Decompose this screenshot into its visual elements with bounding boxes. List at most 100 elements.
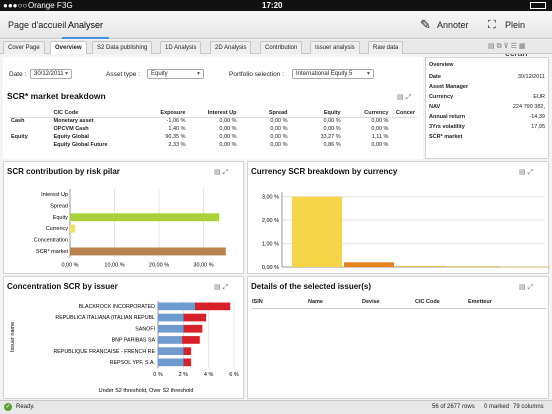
fullscreen-icon: ⛶ <box>488 19 496 31</box>
asset-type-label: Asset type : <box>106 71 140 78</box>
bar[interactable] <box>70 213 220 222</box>
x-tick-label: 6 % <box>229 372 239 378</box>
bar-over-threshold[interactable] <box>183 313 207 322</box>
bar-over-threshold[interactable] <box>183 358 191 367</box>
overview-value: 224 790 382, <box>512 104 545 110</box>
bar-under-threshold[interactable] <box>158 313 184 322</box>
column-header[interactable]: Name <box>308 299 323 305</box>
expand-icon[interactable]: ⤢ <box>222 169 229 176</box>
column-header[interactable]: Equity <box>289 109 343 118</box>
table-cell: 0,00 % <box>371 142 389 148</box>
tab-analyser[interactable]: Analyser <box>62 11 110 39</box>
bar[interactable] <box>70 224 75 233</box>
bar-under-threshold[interactable] <box>158 336 183 344</box>
bar[interactable] <box>396 265 446 267</box>
menu-icon[interactable]: ▤ <box>214 284 221 291</box>
menu-icon[interactable]: ▤ <box>214 169 221 176</box>
expand-icon[interactable]: ⤢ <box>405 94 412 101</box>
tab-overview[interactable]: Overview <box>50 41 87 54</box>
menu-icon[interactable]: ▤ <box>519 284 526 291</box>
portfolio-select[interactable]: International Equity 5 ▼ <box>292 69 374 79</box>
date-select[interactable]: 30/12/2011 ▼ <box>30 69 72 79</box>
table-cell: 1,11 % <box>371 134 389 140</box>
tab-issuer-analysis[interactable]: Issuer analysis <box>310 41 360 54</box>
risk-pilar-panel: SCR contribution by risk pilar ▤ ⤢ 0,00 … <box>3 161 244 274</box>
column-header[interactable]: Emetteur <box>468 299 492 305</box>
table-cell: 0,00 % <box>371 126 389 132</box>
tab-s2-data-publishing[interactable]: S2 Data publishing <box>92 41 153 54</box>
bar[interactable] <box>448 266 498 268</box>
column-header[interactable]: CIC Code <box>51 109 137 118</box>
copy-icon[interactable]: ⧉ <box>496 43 502 50</box>
tab-raw-data[interactable]: Raw data <box>368 41 404 54</box>
bar[interactable] <box>344 262 394 267</box>
column-header[interactable]: Interest Up <box>187 109 239 118</box>
bar-under-threshold[interactable] <box>158 324 184 333</box>
portfolio-label: Portfolio selection : <box>229 71 284 78</box>
portfolio-value: International Equity 5 <box>296 71 353 77</box>
column-header[interactable]: Devise <box>362 299 380 305</box>
device-status-bar: ●●●○○ Orange F 3G 17:20 <box>0 0 552 11</box>
column-header[interactable]: Exposure <box>136 109 188 118</box>
asset-type-select[interactable]: Equity ▼ <box>147 69 204 79</box>
bar[interactable] <box>70 247 226 256</box>
overview-panel: Overview Date 30/12/2011 Asset Manager Curr… <box>425 57 549 159</box>
x-tick-label: 20,00 % <box>149 262 169 268</box>
menu-icon[interactable]: ▤ <box>397 94 404 101</box>
details-panel: Details of the selected issuer(s) ▤ ⤢ IS… <box>247 276 549 399</box>
table-cell: 0,00 % <box>219 134 237 140</box>
table-cell: 0,00 % <box>371 118 389 125</box>
menu-icon[interactable]: ▤ <box>519 169 526 176</box>
bar-over-threshold[interactable] <box>183 324 203 333</box>
tab-cover-page[interactable]: Cover Page <box>3 41 45 54</box>
table-row[interactable]: Cash Monetary asset -1,06 % 0,00 % 0,00 % 0,0… <box>9 117 417 125</box>
column-header[interactable]: Currency <box>342 109 391 118</box>
bar-under-threshold[interactable] <box>158 302 195 311</box>
bar-under-threshold[interactable] <box>158 358 184 367</box>
currency-svg: 0,00 % 1,00 % 2,00 % 3,00 % <box>262 192 550 271</box>
list-icon[interactable]: ☰ <box>510 43 517 50</box>
bar-over-threshold[interactable] <box>182 336 200 344</box>
network-type: 3G <box>62 1 73 10</box>
column-header[interactable]: ISIN <box>252 299 263 305</box>
bar[interactable] <box>292 196 342 267</box>
bar-over-threshold[interactable] <box>194 302 231 311</box>
tab-home[interactable]: Page d'accueil <box>8 20 67 30</box>
bookmark-icon[interactable]: ▤ <box>488 43 495 50</box>
x-tick-label: 4 % <box>204 372 214 378</box>
expand-icon[interactable]: ⤢ <box>222 284 229 291</box>
bar-under-threshold[interactable] <box>158 347 184 355</box>
table-row[interactable]: Equity Equity Global 90,35 % 0,00 % 0,00 % 33… <box>9 133 417 141</box>
chevron-down-icon: ▼ <box>64 71 69 77</box>
expand-icon[interactable]: ⤢ <box>527 169 534 176</box>
battery-icon <box>530 2 546 9</box>
asset-type-value: Equity <box>151 71 168 77</box>
filter-icon[interactable]: ⊽ <box>503 43 509 50</box>
table-row[interactable]: OPCVM Cash 1,40 % 0,00 % 0,00 % 0,00 % 0,00 % <box>9 125 417 133</box>
grid-icon[interactable]: ▦ <box>518 43 526 50</box>
table-cell: 0,00 % <box>270 118 288 125</box>
x-tick-label: 2 % <box>179 372 189 378</box>
chevron-down-icon: ▼ <box>196 71 201 77</box>
panel-tools: ▤ ⤢ <box>519 283 533 292</box>
bar-over-threshold[interactable] <box>183 347 191 355</box>
column-header[interactable] <box>9 109 52 118</box>
table-cell <box>390 141 417 149</box>
column-header[interactable]: Concer <box>390 109 417 118</box>
annotate-button[interactable]: ✎ Annoter <box>420 11 480 39</box>
risk-pilar-svg: 0,00 % 10,00 % 20,00 % 30,00 % Interest Up Sp… <box>34 189 226 268</box>
table-row[interactable]: Equity Global Future 2,33 % 0,00 % 0,00 % 0,… <box>9 141 417 149</box>
tab-contribution[interactable]: Contribution <box>260 41 303 54</box>
table-cell: 0,86 % <box>323 142 341 148</box>
date-value: 30/12/2011 <box>34 71 64 77</box>
tab-2d-analysis[interactable]: 2D Analysis <box>210 41 252 54</box>
fullscreen-button[interactable]: ⛶ Plein écran <box>488 11 550 58</box>
bar[interactable] <box>500 266 550 268</box>
table-cell: 0,00 % <box>219 126 237 132</box>
column-header[interactable]: Spread <box>238 109 290 118</box>
column-header[interactable]: CIC Code <box>415 299 440 305</box>
tab-1d-analysis[interactable]: 1D Analysis <box>160 41 202 54</box>
table-cell: 0,00 % <box>323 126 341 132</box>
expand-icon[interactable]: ⤢ <box>527 284 534 291</box>
